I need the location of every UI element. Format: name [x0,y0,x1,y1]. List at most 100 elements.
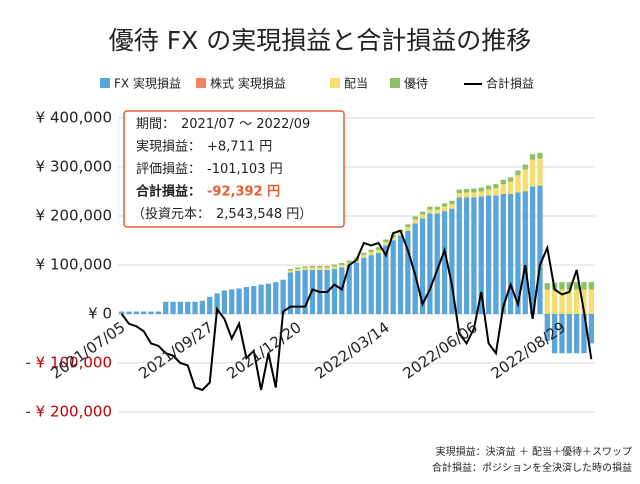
y-tick-label: ¥ 200,000 [36,207,112,225]
bar [500,193,506,314]
legend-label: 配当 [344,77,368,91]
bar [478,196,484,314]
total-line [120,229,593,392]
bar [405,227,411,231]
bar [368,255,374,314]
bar [390,237,396,241]
bar [375,249,382,253]
bar [383,241,389,246]
bar [551,314,558,354]
x-tick-label: 2021/09/27 [135,318,216,382]
bar [273,282,279,314]
info-value: 2,543,548 円） [216,207,312,222]
bar [324,267,330,270]
bar [485,195,492,314]
bar [405,230,411,314]
bar [456,189,462,193]
bar [324,265,330,268]
bar [346,262,352,265]
info-value: -101,103 円 [207,162,283,177]
bar [375,252,382,314]
footnote: 合計損益：ポジションを全決済した時の損益 [432,461,632,474]
bar [515,170,521,176]
bar [243,287,250,314]
bar [427,209,433,214]
legend-label: 優待 [404,77,428,91]
bar [419,211,426,215]
bar [551,289,558,314]
info-label: 実現損益： [136,138,201,154]
info-value: 2021/07 ～ 2022/09 [181,117,310,132]
legend-swatch [100,78,110,88]
bar [500,179,506,185]
bar [529,154,536,160]
bar [493,188,499,196]
x-tick-label: 2022/06/06 [400,318,481,382]
bar [434,213,440,314]
y-tick-label: - ¥ 200,000 [25,403,112,421]
bar [427,213,433,314]
bar [199,300,206,314]
bar [339,267,345,314]
y-tick-label: ¥ 300,000 [36,158,112,176]
info-label: 合計損益： [136,183,201,199]
info-value: +8,711 円 [207,139,272,154]
bar [207,296,213,314]
info-box [123,110,345,228]
bar [471,192,477,198]
bar [251,286,257,314]
bar [478,191,484,197]
bar [126,311,132,314]
bar [353,262,360,314]
bar [361,252,367,255]
bar [507,177,514,182]
bar [119,311,125,314]
bar [331,264,338,267]
info-row: 合計損益： -92,392 円 [136,183,280,199]
legend-swatch [330,78,340,88]
bar [368,252,374,256]
bar [471,188,477,193]
bar [493,184,499,189]
bar [185,301,191,314]
bar [258,284,264,314]
bar [287,268,294,271]
bar [177,301,184,314]
bar [295,267,301,269]
bar [493,195,499,314]
bar [566,282,572,290]
bar [265,283,272,314]
bar [449,200,455,205]
bar [133,311,139,314]
y-tick-label: ¥ 0 [88,305,112,323]
bar [317,267,323,270]
bar [295,268,301,271]
bar [346,265,352,314]
legend-swatch [390,78,400,88]
bar [449,208,455,314]
legend-label: 合計損益 [486,76,534,91]
bar [434,209,440,214]
info-row: 実現損益： +8,711 円 [136,138,272,154]
bar [383,245,389,314]
bar [537,158,543,186]
bar [317,265,323,268]
bar [588,314,594,344]
bar [537,185,543,314]
bar [214,293,220,314]
bar [544,283,550,290]
bar [588,289,594,314]
bar [544,314,550,341]
bar [500,184,506,194]
bar [463,192,470,198]
bar [581,314,587,354]
bar [309,265,316,268]
bar [581,289,587,314]
bar [507,181,514,194]
bar [405,224,411,228]
bar [309,267,316,270]
bar [331,268,338,314]
bar [574,282,580,290]
bar [397,235,404,314]
bar [229,289,235,314]
